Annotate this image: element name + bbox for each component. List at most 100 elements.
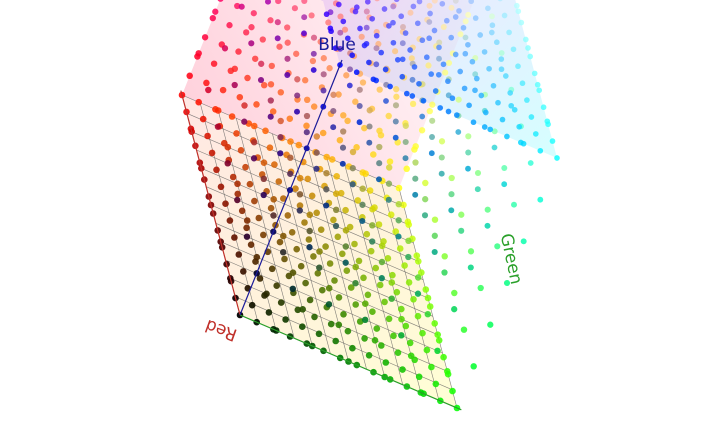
color-point [296, 174, 304, 182]
color-point [474, 186, 481, 193]
color-point [457, 31, 464, 38]
axis-label-red: Red [203, 315, 240, 345]
color-point [294, 76, 301, 83]
color-point [502, 73, 509, 79]
color-point [536, 87, 543, 94]
color-point [344, 117, 351, 125]
color-point [328, 156, 336, 163]
color-point [366, 107, 373, 114]
color-point [468, 0, 475, 5]
color-point [412, 175, 419, 182]
color-point [310, 67, 317, 73]
color-point [478, 92, 485, 99]
color-point [455, 96, 462, 103]
color-point [303, 96, 311, 104]
color-point [244, 74, 251, 82]
color-point [340, 311, 347, 318]
color-point [449, 95, 456, 102]
color-point [349, 165, 356, 172]
color-point [358, 33, 365, 40]
color-point [520, 238, 527, 245]
color-point [455, 129, 462, 135]
color-point [453, 112, 460, 118]
face-blue [322, 0, 557, 158]
color-point [482, 109, 489, 116]
color-point [390, 19, 396, 26]
color-point [285, 272, 293, 280]
color-point [270, 212, 277, 219]
axis-label-blue: Blue [318, 35, 356, 55]
color-point [393, 86, 400, 93]
color-point [325, 301, 333, 308]
color-point [422, 179, 429, 187]
color-point [305, 236, 313, 243]
color-point [212, 8, 219, 15]
color-point [299, 323, 306, 331]
axis-line-blue [239, 59, 343, 316]
color-point [195, 98, 202, 106]
color-point [402, 322, 410, 330]
color-point [353, 144, 360, 151]
color-point [359, 185, 366, 192]
color-point [366, 59, 372, 66]
color-point [554, 155, 560, 161]
color-point [257, 76, 265, 84]
color-point [385, 180, 393, 187]
color-point [448, 34, 455, 41]
color-point [440, 24, 447, 30]
color-point [376, 281, 384, 289]
color-point [265, 0, 271, 5]
color-point [356, 318, 364, 325]
color-point [332, 45, 339, 51]
color-point [405, 279, 413, 286]
color-point [490, 82, 497, 89]
color-point [438, 154, 445, 161]
color-point [445, 78, 451, 85]
color-point [352, 279, 359, 287]
color-point [395, 200, 403, 208]
color-point [424, 310, 432, 318]
color-point [333, 190, 340, 197]
color-point [452, 0, 459, 4]
color-point [366, 139, 373, 146]
color-point [330, 216, 337, 224]
color-point [352, 98, 359, 105]
color-point [325, 19, 332, 26]
color-point [460, 326, 468, 333]
color-point [452, 14, 459, 20]
color-point [467, 264, 474, 271]
color-point [315, 330, 323, 338]
color-point [489, 22, 496, 29]
color-point [407, 47, 413, 53]
color-point [259, 36, 266, 43]
color-point [267, 81, 275, 88]
color-point [465, 133, 472, 140]
color-point [279, 248, 287, 256]
color-point [260, 159, 268, 166]
color-point [405, 221, 413, 228]
color-point [428, 363, 435, 371]
color-point [243, 233, 251, 240]
color-point [398, 13, 405, 20]
color-point [460, 24, 467, 31]
color-point [378, 258, 386, 266]
color-point [408, 55, 415, 62]
color-point [310, 253, 317, 260]
color-point [334, 233, 342, 241]
color-point [260, 231, 267, 239]
color-point [405, 237, 412, 245]
color-point [237, 147, 245, 154]
color-point [448, 207, 455, 214]
color-point [234, 196, 241, 204]
color-point [451, 306, 458, 313]
color-point [306, 227, 313, 235]
color-point [365, 352, 373, 359]
color-point [378, 275, 385, 282]
color-point [378, 242, 386, 250]
color-point [199, 115, 207, 123]
color-point [390, 3, 397, 10]
color-point [371, 337, 379, 344]
color-point [195, 50, 202, 57]
color-point [462, 18, 469, 25]
color-point [412, 143, 419, 150]
